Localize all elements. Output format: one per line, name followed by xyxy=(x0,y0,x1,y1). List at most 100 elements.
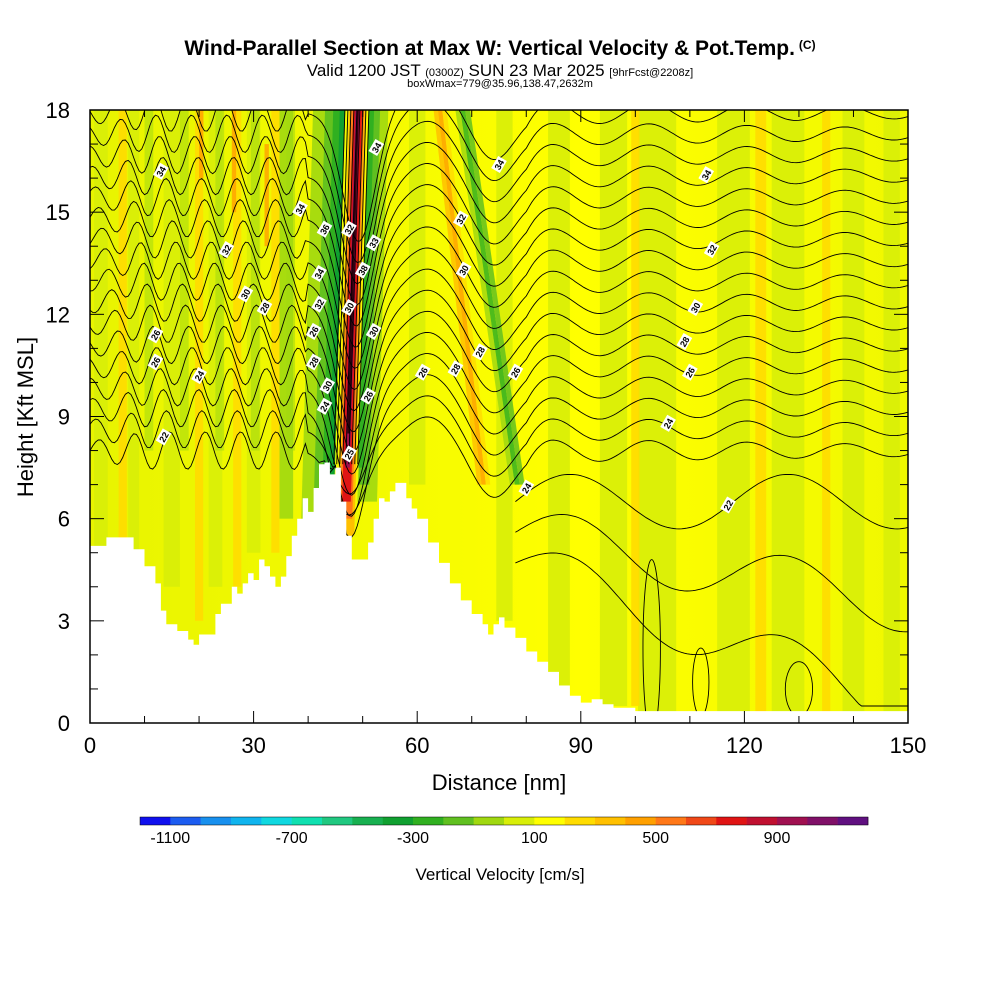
contour-label: 26 xyxy=(507,363,524,381)
velocity-streak xyxy=(250,110,260,451)
theta-contour-line xyxy=(90,374,908,538)
colorbar-swatch xyxy=(777,817,808,825)
velocity-streak xyxy=(233,110,242,587)
contour-label-bg xyxy=(305,353,322,371)
theta-contour-line xyxy=(351,110,364,465)
colorbar-swatch xyxy=(534,817,565,825)
contour-label-bg xyxy=(316,220,333,238)
x-tick-label: 30 xyxy=(241,733,265,758)
contour-label: 30 xyxy=(365,322,382,340)
contour-label-bg xyxy=(341,220,357,238)
contour-label-text: 32 xyxy=(454,212,468,226)
contour-label-bg xyxy=(447,360,464,378)
contour-label-bg xyxy=(452,210,469,228)
valid-date: SUN 23 Mar 2025 xyxy=(468,61,605,80)
colorbar-swatch xyxy=(291,817,323,825)
contour-label-text: 34 xyxy=(294,202,308,216)
contour-label-bg xyxy=(341,445,357,463)
velocity-streak xyxy=(599,110,628,706)
contour-label-bg xyxy=(472,343,488,361)
velocity-band xyxy=(465,110,525,485)
contour-label-text: 33 xyxy=(367,236,381,250)
colorbar-swatch xyxy=(564,817,596,825)
chart-title: Wind-Parallel Section at Max W: Vertical… xyxy=(0,36,1000,64)
x-tick-label: 90 xyxy=(569,733,593,758)
theta-contour-line xyxy=(90,226,908,391)
contour-label-bg xyxy=(414,363,431,381)
terrain xyxy=(90,462,908,723)
contour-label-text: 34 xyxy=(154,165,168,179)
chart-title-text: Wind-Parallel Section at Max W: Vertical… xyxy=(184,37,795,60)
contour-label-bg xyxy=(682,363,698,381)
theta-contour-closed xyxy=(642,559,661,723)
velocity-streak xyxy=(771,110,805,713)
contour-label-text: 26 xyxy=(416,366,430,380)
velocity-streak xyxy=(286,110,296,451)
colorbar: -1100 -700 -300 100 500 900 xyxy=(139,816,869,847)
y-axis-label: Height [Kft MSL] xyxy=(13,337,38,497)
forecast-info: [9hrFcst@2208z] xyxy=(609,67,694,79)
colorbar-swatch xyxy=(231,817,262,825)
contour-label-bg xyxy=(687,298,704,317)
contour-label: 26 xyxy=(147,353,164,371)
x-tick-label: 0 xyxy=(84,733,96,758)
contour-label-text: 24 xyxy=(662,417,676,431)
contour-label-text: 26 xyxy=(683,366,697,380)
velocity-streak xyxy=(118,110,127,621)
colorbar-swatch xyxy=(655,817,687,825)
contour-label-text: 26 xyxy=(149,328,163,342)
colorbar-swatch xyxy=(473,817,505,825)
contour-label-text: 28 xyxy=(449,362,463,376)
y-tick-label: 3 xyxy=(58,609,70,634)
contour-label: 30 xyxy=(341,298,357,317)
contour-label: 28 xyxy=(447,360,464,378)
contour-label: 28 xyxy=(676,333,693,351)
velocity-streak xyxy=(271,110,280,553)
y-tick-label: 0 xyxy=(58,711,70,736)
contour-label: 28 xyxy=(256,298,273,317)
contour-label-text: 38 xyxy=(356,264,370,278)
colorbar-title: Vertical Velocity [cm/s] xyxy=(415,865,584,884)
theta-contour-line xyxy=(357,110,370,465)
x-axis-label: Distance [nm] xyxy=(432,770,567,795)
contour-label-bg xyxy=(703,241,720,259)
theta-contour-line xyxy=(90,205,908,369)
velocity-streak xyxy=(717,110,750,713)
contour-label-bg xyxy=(218,241,235,259)
contour-label: 32 xyxy=(311,295,327,313)
colorbar-tick-label: -1100 xyxy=(150,830,190,847)
contour-label-text: 34 xyxy=(313,267,327,281)
theta-contour-line xyxy=(90,331,908,496)
contour-label-bg xyxy=(292,200,308,218)
contour-label: 33 xyxy=(365,234,382,252)
contour-label-text: 34 xyxy=(370,141,384,155)
colorbar-swatch xyxy=(504,817,535,825)
velocity-streak xyxy=(822,110,831,713)
colorbar-tick-label: 900 xyxy=(764,830,791,847)
theta-contour-line xyxy=(333,110,346,465)
theta-contour-line xyxy=(90,141,908,306)
contour-label-bg xyxy=(147,326,164,344)
contour-label-text: 28 xyxy=(258,301,272,315)
contour-label: 30 xyxy=(687,298,704,317)
contour-label-text: 30 xyxy=(343,301,357,315)
theta-contour-line xyxy=(90,184,908,348)
contour-label-text: 32 xyxy=(313,298,327,312)
colorbar-swatch xyxy=(807,817,838,825)
contour-label: 32 xyxy=(341,220,357,238)
contour-label-bg xyxy=(153,162,169,180)
velocity-streak xyxy=(755,110,767,713)
theta-contour-line xyxy=(345,110,358,465)
colorbar-swatch xyxy=(170,817,201,825)
velocity-streak xyxy=(144,110,154,451)
contour-label: 28 xyxy=(472,343,488,361)
contour-label-bg xyxy=(311,295,327,313)
theta-contour-line xyxy=(90,353,908,517)
y-tick-label: 15 xyxy=(46,200,70,225)
contour-label: 24 xyxy=(660,414,676,432)
velocity-streak xyxy=(231,110,237,213)
theta-contour-line xyxy=(90,120,908,285)
contour-label: 34 xyxy=(698,166,715,184)
velocity-streak xyxy=(883,110,900,713)
